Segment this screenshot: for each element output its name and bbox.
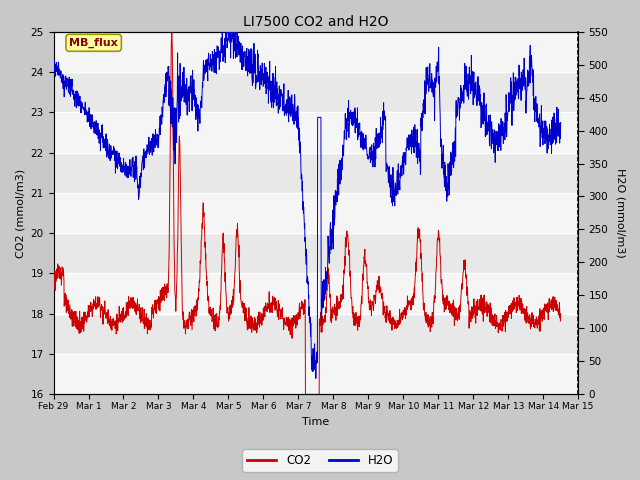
Bar (54, 314, 578, 354)
Bar (54, 112, 578, 153)
Bar (54, 193, 578, 233)
X-axis label: Time: Time (302, 417, 330, 427)
Bar (54, 354, 578, 395)
Y-axis label: CO2 (mmol/m3): CO2 (mmol/m3) (15, 168, 25, 258)
Bar (54, 274, 578, 314)
Title: LI7500 CO2 and H2O: LI7500 CO2 and H2O (243, 15, 388, 29)
Bar (54, 153, 578, 193)
Bar (54, 32, 578, 72)
Bar (54, 233, 578, 274)
Y-axis label: H2O (mmol/m3): H2O (mmol/m3) (615, 168, 625, 258)
Text: MB_flux: MB_flux (69, 37, 118, 48)
Legend: CO2, H2O: CO2, H2O (242, 449, 398, 472)
Bar (54, 72, 578, 112)
